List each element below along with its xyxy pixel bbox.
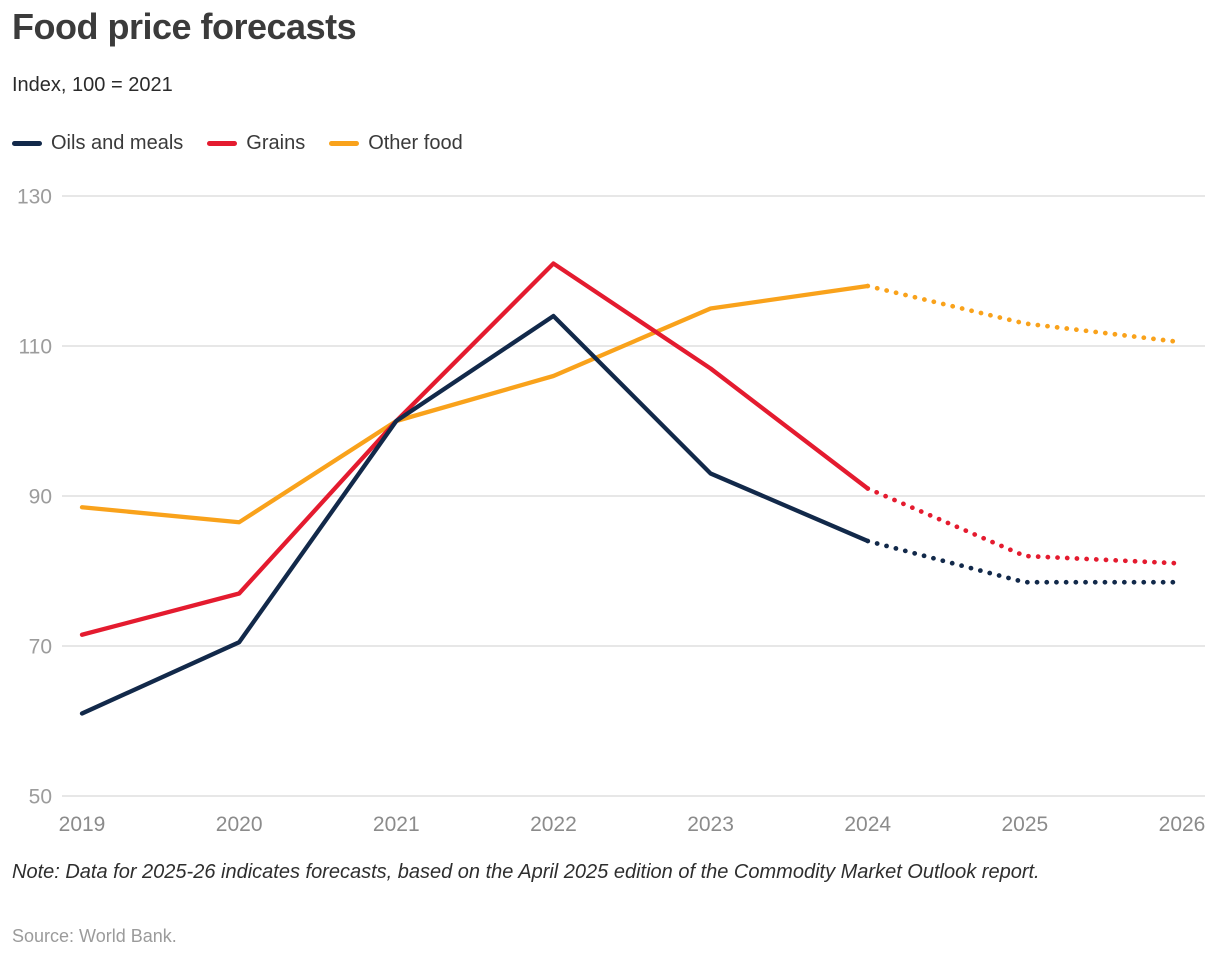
y-tick-label: 50 <box>29 786 52 809</box>
series-other-food-solid <box>79 283 870 525</box>
x-tick-label: 2026 <box>1159 813 1206 836</box>
x-tick-label: 2023 <box>687 813 734 836</box>
page-title: Food price forecasts <box>12 6 357 47</box>
legend: Oils and meals Grains Other food <box>12 132 463 155</box>
series-oils-and-meals-solid <box>79 313 870 716</box>
series-grains-solid <box>79 261 870 637</box>
chart-subtitle: Index, 100 = 2021 <box>12 74 173 96</box>
legend-swatch <box>207 141 238 146</box>
x-tick-label: 2020 <box>216 813 263 836</box>
legend-label: Grains <box>246 132 306 154</box>
legend-swatch <box>12 141 42 146</box>
chart-source: Source: World Bank. <box>12 926 177 946</box>
x-tick-label: 2022 <box>530 813 577 836</box>
legend-label: Other food <box>368 132 463 154</box>
chart-note: Note: Data for 2025-26 indicates forecas… <box>12 861 1040 883</box>
legend-item-oils-and-meals: Oils and meals <box>12 132 183 155</box>
legend-item-grains: Grains <box>207 132 305 155</box>
x-tick-label: 2025 <box>1001 813 1048 836</box>
x-tick-label: 2019 <box>59 813 106 836</box>
series-grains-forecast-dotted <box>865 486 1185 566</box>
legend-label: Oils and meals <box>51 132 184 154</box>
series-other-food-forecast-dotted <box>865 283 1185 345</box>
x-tick-label: 2021 <box>373 813 420 836</box>
y-tick-label: 110 <box>19 336 52 359</box>
y-tick-label: 130 <box>17 186 52 209</box>
x-tick-label: 2024 <box>844 813 891 836</box>
legend-item-other-food: Other food <box>329 132 463 155</box>
y-tick-label: 70 <box>29 636 52 659</box>
y-tick-label: 90 <box>29 486 52 509</box>
line-chart: 130 110 90 70 50 2019 2020 2021 2022 2023 2024 2025… <box>17 186 1206 837</box>
legend-swatch <box>329 141 360 146</box>
